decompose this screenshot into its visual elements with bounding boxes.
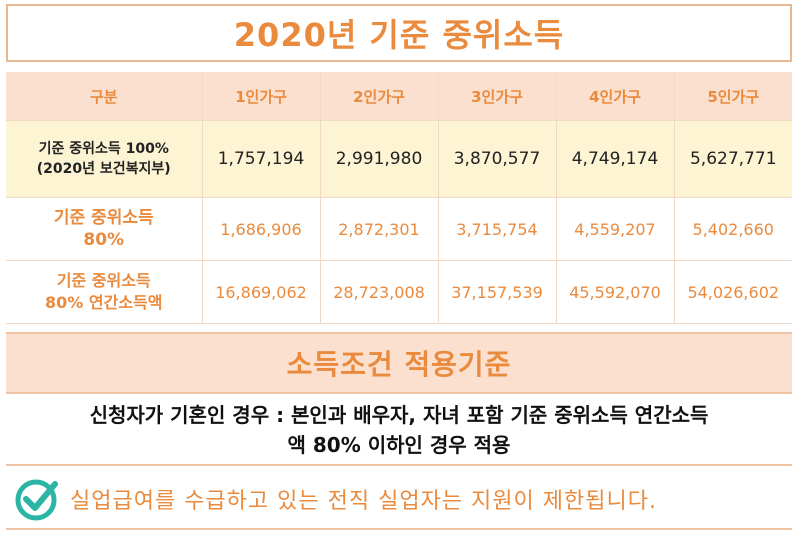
- table-cell: 1,686,906: [202, 197, 321, 261]
- condition-line: 신청자가 기혼인 경우 : 본인과 배우자, 자녀 포함 기준 중위소득 연간소…: [89, 403, 709, 427]
- table-cell: 5,402,660: [674, 197, 792, 261]
- notice-text: 실업급여를 수급하고 있는 전직 실업자는 지원이 제한됩니다.: [70, 489, 657, 514]
- table-cell: 16,869,062: [202, 260, 321, 324]
- table-cell: 37,157,539: [438, 260, 557, 324]
- row-label: 기준 중위소득 80%: [6, 197, 203, 261]
- header-1-person: 1인가구: [202, 72, 321, 121]
- table-cell: 45,592,070: [556, 260, 675, 324]
- check-circle-icon: [15, 479, 58, 521]
- row-label-line: 기준 중위소득 100%: [38, 141, 169, 157]
- header-5-person: 5인가구: [674, 72, 792, 121]
- header-2-person: 2인가구: [320, 72, 439, 121]
- row-label-line: (2020년 보건복지부): [36, 161, 171, 177]
- header-category: 구분: [6, 72, 203, 121]
- header-3-person: 3인가구: [438, 72, 557, 121]
- row-label-line: 기준 중위소득: [56, 271, 151, 290]
- row-label-line: 80%: [83, 230, 125, 250]
- table-cell: 4,749,174: [556, 120, 675, 198]
- table-cell: 3,870,577: [438, 120, 557, 198]
- condition-description: 신청자가 기혼인 경우 : 본인과 배우자, 자녀 포함 기준 중위소득 연간소…: [6, 400, 792, 466]
- header-4-person: 4인가구: [556, 72, 675, 121]
- table-cell: 2,991,980: [320, 120, 439, 198]
- table-cell: 54,026,602: [674, 260, 792, 324]
- notice-box: 실업급여를 수급하고 있는 전직 실업자는 지원이 제한됩니다.: [6, 470, 792, 530]
- table-row: 기준 중위소득 80% 연간소득액 16,869,062 28,723,008 …: [6, 260, 792, 324]
- table-cell: 1,757,194: [202, 120, 321, 198]
- row-label-line: 기준 중위소득: [53, 208, 154, 228]
- table-header-row: 구분 1인가구 2인가구 3인가구 4인가구 5인가구: [6, 72, 792, 121]
- table-row: 기준 중위소득 100% (2020년 보건복지부) 1,757,194 2,9…: [6, 120, 792, 198]
- condition-heading: 소득조건 적용기준: [6, 332, 792, 394]
- page-title: 2020년 기준 중위소득: [6, 4, 792, 62]
- table-cell: 2,872,301: [320, 197, 439, 261]
- row-label: 기준 중위소득 100% (2020년 보건복지부): [6, 120, 203, 198]
- row-label: 기준 중위소득 80% 연간소득액: [6, 260, 203, 324]
- table-row: 기준 중위소득 80% 1,686,906 2,872,301 3,715,75…: [6, 197, 792, 261]
- table-cell: 28,723,008: [320, 260, 439, 324]
- median-income-table: 구분 1인가구 2인가구 3인가구 4인가구 5인가구 기준 중위소득 100%…: [6, 72, 792, 324]
- table-cell: 3,715,754: [438, 197, 557, 261]
- table-cell: 5,627,771: [674, 120, 792, 198]
- table-cell: 4,559,207: [556, 197, 675, 261]
- condition-line: 액 80% 이하인 경우 적용: [287, 433, 511, 457]
- row-label-line: 80% 연간소득액: [45, 293, 163, 312]
